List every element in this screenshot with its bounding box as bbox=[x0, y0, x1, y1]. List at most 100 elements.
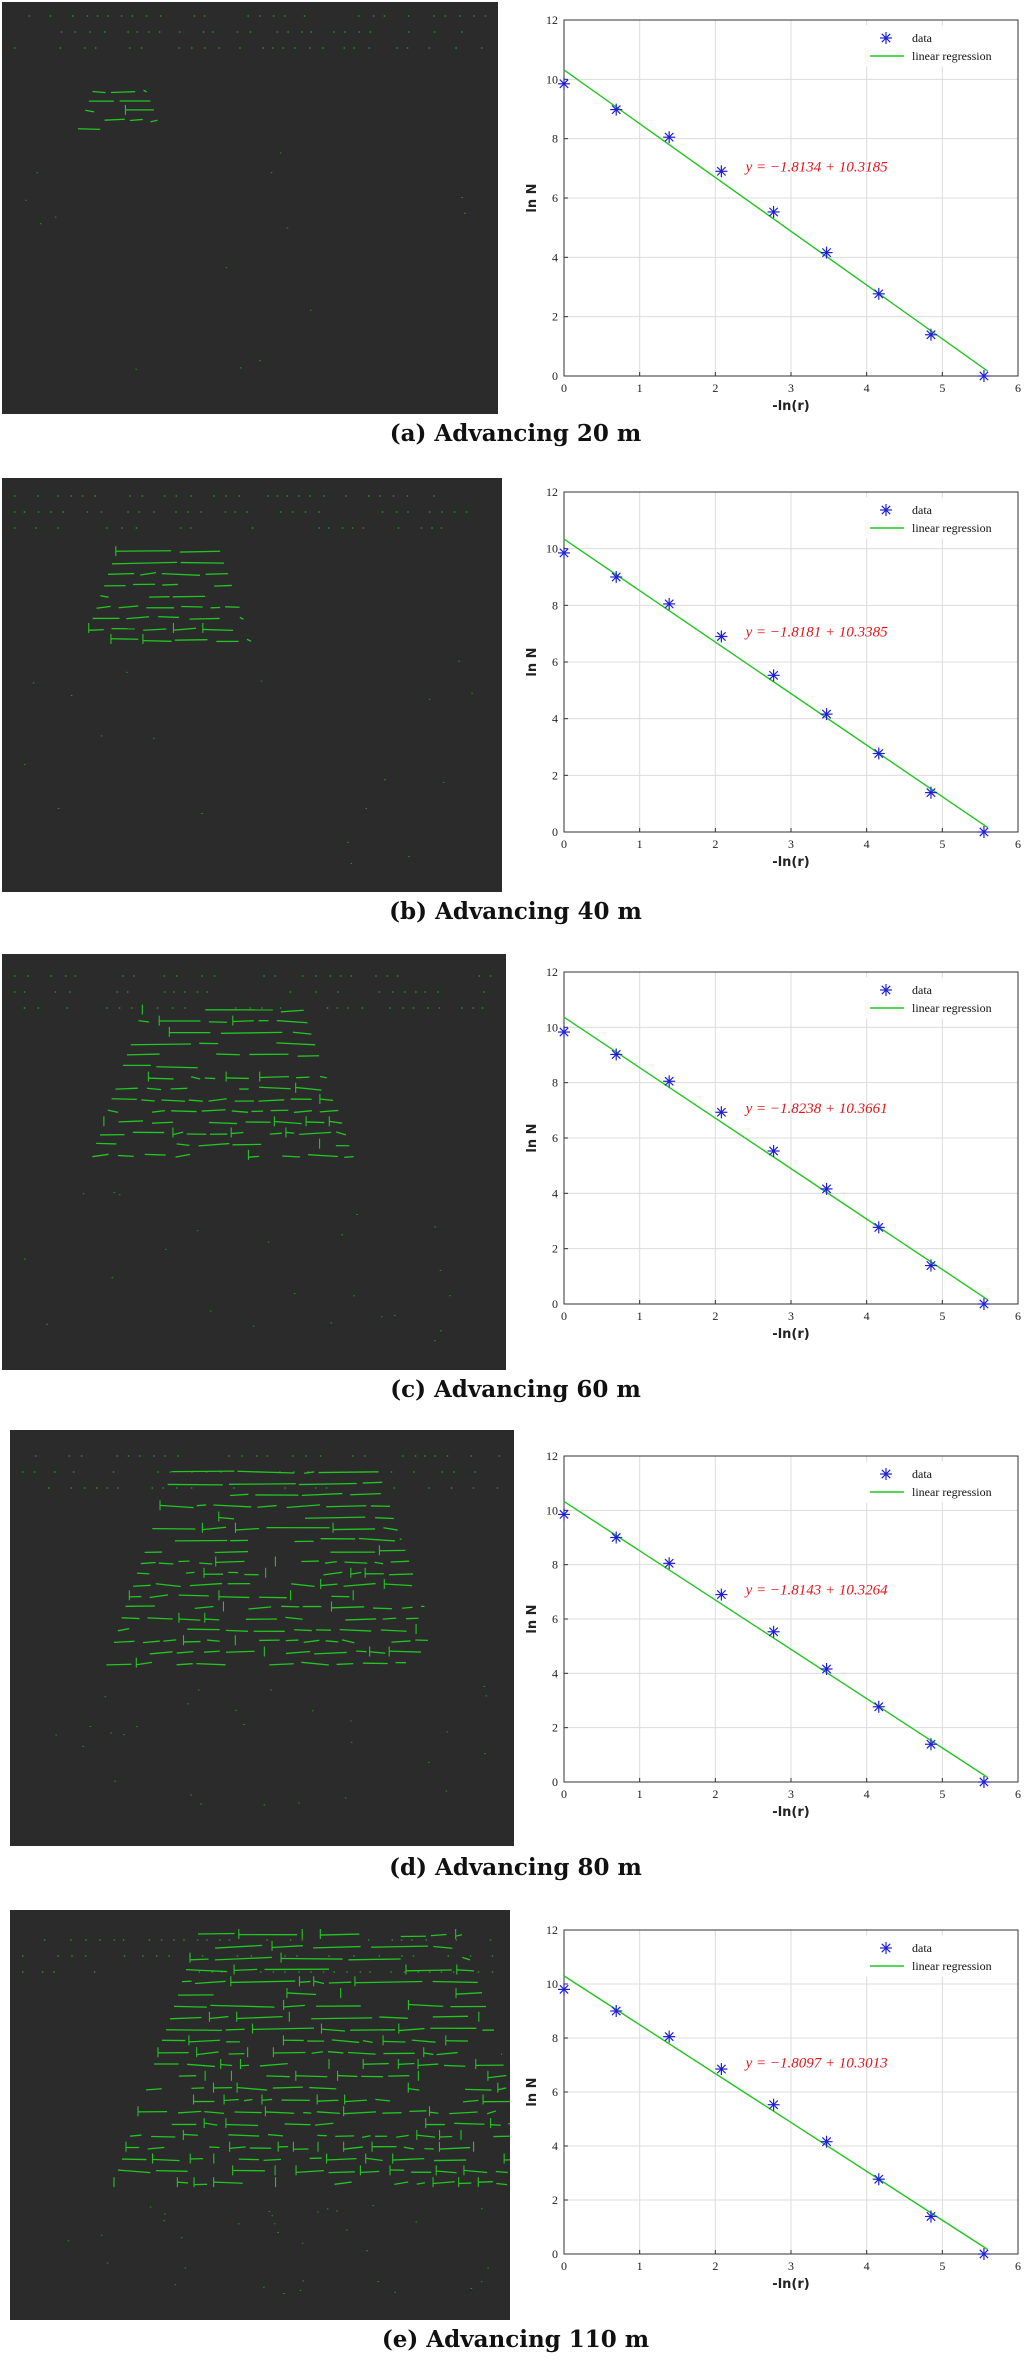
x-tick-label: 4 bbox=[864, 2259, 870, 2273]
legend-marker-data bbox=[880, 32, 892, 44]
regression-equation: y = −1.8181 + 10.3385 bbox=[744, 625, 889, 641]
y-tick-label: 6 bbox=[552, 191, 558, 205]
y-axis-label: ln N bbox=[525, 2077, 540, 2106]
caption-e: (e) Advancing 110 m bbox=[381, 2326, 650, 2353]
y-tick-label: 4 bbox=[552, 250, 558, 264]
y-tick-label: 2 bbox=[552, 2193, 558, 2207]
data-point bbox=[820, 246, 833, 259]
data-point bbox=[715, 1106, 728, 1119]
y-tick-label: 0 bbox=[552, 825, 558, 839]
x-tick-label: 3 bbox=[788, 381, 794, 395]
y-axis-label: ln N bbox=[525, 183, 540, 212]
x-tick-label: 4 bbox=[864, 1309, 870, 1323]
legend: data linear regression bbox=[863, 25, 1015, 67]
y-tick-label: 10 bbox=[546, 1503, 558, 1517]
data-point bbox=[924, 1259, 937, 1272]
data-point bbox=[872, 2173, 885, 2186]
legend: data linear regression bbox=[863, 977, 1015, 1019]
x-tick-label: 5 bbox=[939, 2259, 945, 2273]
data-point bbox=[924, 2210, 937, 2223]
y-axis-label: ln N bbox=[525, 647, 540, 676]
y-tick-label: 8 bbox=[552, 2031, 558, 2045]
data-point bbox=[820, 1662, 833, 1675]
caption-a: (a) Advancing 20 m bbox=[389, 420, 642, 447]
y-tick-label: 8 bbox=[552, 598, 558, 612]
fracture-pattern bbox=[14, 15, 487, 370]
data-point bbox=[663, 1075, 676, 1088]
plot-frame bbox=[563, 971, 1019, 1305]
y-tick-label: 6 bbox=[552, 655, 558, 669]
data-point bbox=[715, 165, 728, 178]
y-tick-label: 2 bbox=[552, 1721, 558, 1735]
y-tick-label: 12 bbox=[546, 485, 558, 499]
data-point bbox=[558, 1508, 570, 1521]
data-point bbox=[715, 2063, 728, 2076]
data-point bbox=[610, 1531, 623, 1544]
y-tick-label: 8 bbox=[552, 1076, 558, 1090]
x-tick-label: 5 bbox=[939, 1309, 945, 1323]
y-tick-label: 2 bbox=[552, 768, 558, 782]
regression-equation: y = −1.8238 + 10.3661 bbox=[744, 1101, 888, 1117]
y-tick-label: 8 bbox=[552, 1558, 558, 1572]
data-point bbox=[924, 328, 937, 341]
data-point bbox=[924, 786, 937, 799]
x-tick-label: 2 bbox=[712, 2259, 718, 2273]
regression-line bbox=[563, 69, 989, 372]
x-tick-label: 0 bbox=[561, 1787, 567, 1801]
regression-equation: y = −1.8143 + 10.3264 bbox=[744, 1583, 889, 1599]
data-point bbox=[610, 571, 623, 583]
y-tick-label: 10 bbox=[546, 72, 558, 86]
legend-marker-data bbox=[880, 1942, 892, 1954]
data-point bbox=[558, 1983, 570, 1996]
plot-frame bbox=[563, 1455, 1019, 1783]
legend-label-regression: linear regression bbox=[912, 521, 992, 535]
fracture-image-b bbox=[2, 478, 502, 892]
x-tick-label: 5 bbox=[939, 1787, 945, 1801]
plot-frame bbox=[563, 19, 1019, 377]
x-tick-label: 0 bbox=[561, 381, 567, 395]
y-tick-label: 4 bbox=[552, 1666, 558, 1680]
x-tick-label: 3 bbox=[788, 1309, 794, 1323]
x-tick-label: 3 bbox=[788, 1787, 794, 1801]
data-point bbox=[610, 103, 623, 116]
y-axis-label: ln N bbox=[525, 1604, 540, 1633]
data-point bbox=[767, 205, 780, 218]
legend-marker-data bbox=[880, 984, 892, 996]
data-point bbox=[767, 2098, 780, 2111]
y-tick-label: 12 bbox=[546, 13, 558, 27]
x-tick-label: 0 bbox=[561, 1309, 567, 1323]
y-tick-label: 2 bbox=[552, 1242, 558, 1256]
y-tick-label: 0 bbox=[552, 2247, 558, 2261]
y-tick-label: 0 bbox=[552, 369, 558, 383]
data-point bbox=[820, 1182, 833, 1195]
x-axis-label: -ln(r) bbox=[772, 855, 809, 870]
x-axis-label: -ln(r) bbox=[772, 399, 809, 414]
data-point bbox=[872, 287, 885, 300]
legend-label-regression: linear regression bbox=[912, 1959, 992, 1973]
caption-c: (c) Advancing 60 m bbox=[390, 1376, 641, 1403]
x-tick-label: 2 bbox=[712, 381, 718, 395]
data-point bbox=[558, 77, 570, 90]
x-tick-label: 1 bbox=[637, 1309, 643, 1323]
data-point bbox=[820, 2135, 833, 2148]
x-axis-label: -ln(r) bbox=[772, 1805, 809, 1820]
legend-label-data: data bbox=[912, 1941, 933, 1955]
fracture-image-e bbox=[10, 1910, 510, 2320]
y-axis-label: ln N bbox=[525, 1123, 540, 1152]
fracture-pattern bbox=[22, 1455, 501, 1806]
regression-line bbox=[563, 1500, 989, 1779]
y-tick-label: 8 bbox=[552, 132, 558, 146]
y-tick-label: 6 bbox=[552, 1131, 558, 1145]
data-point bbox=[767, 1625, 780, 1638]
regression-line bbox=[563, 538, 989, 829]
fracture-pattern bbox=[14, 975, 492, 1342]
data-point bbox=[610, 1048, 623, 1061]
y-tick-label: 0 bbox=[552, 1775, 558, 1789]
y-tick-label: 10 bbox=[546, 1977, 558, 1991]
fracture-image-d bbox=[10, 1430, 514, 1846]
y-tick-label: 2 bbox=[552, 310, 558, 324]
plot-frame bbox=[563, 491, 1019, 833]
